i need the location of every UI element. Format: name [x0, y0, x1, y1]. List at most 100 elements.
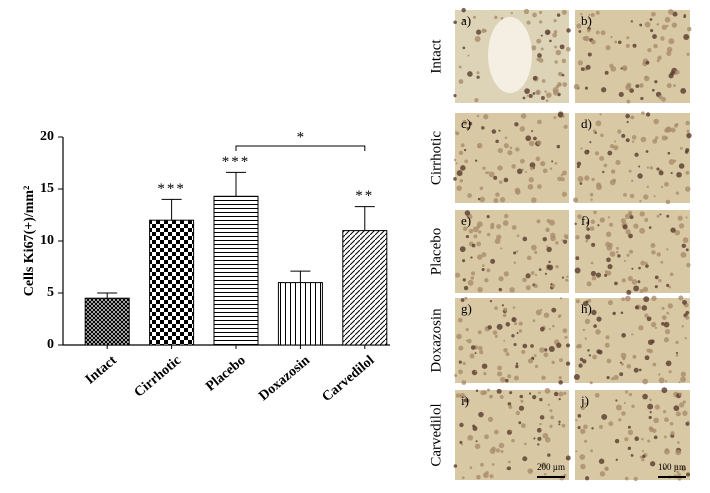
cell-nucleus [499, 197, 506, 203]
cell-nucleus [544, 29, 551, 36]
cell-nucleus [619, 361, 623, 364]
cell-nucleus [649, 166, 653, 170]
cell-nucleus [637, 173, 643, 179]
cell-nucleus [672, 11, 678, 17]
cell-nucleus [551, 360, 555, 365]
cell-nucleus [605, 335, 610, 340]
cell-nucleus [599, 471, 606, 477]
cell-nucleus [647, 403, 654, 410]
cell-nucleus [644, 218, 649, 222]
cell-nucleus [593, 324, 597, 328]
cell-nucleus [462, 259, 466, 263]
cell-nucleus [615, 458, 618, 461]
cell-nucleus [617, 254, 621, 258]
cell-nucleus [514, 122, 519, 127]
cell-nucleus [453, 464, 458, 468]
cell-nucleus [515, 410, 521, 416]
cell-nucleus [548, 260, 551, 264]
cell-nucleus [686, 26, 692, 32]
cell-nucleus [474, 36, 481, 42]
cell-nucleus [511, 316, 517, 323]
cell-nucleus [651, 88, 655, 92]
cell-nucleus [481, 28, 486, 33]
cell-nucleus [675, 351, 679, 355]
cell-nucleus [604, 342, 610, 348]
cell-nucleus [648, 426, 654, 431]
cell-nucleus [559, 44, 565, 50]
cell-nucleus [633, 285, 640, 292]
y-tick-label: 10 [40, 233, 54, 248]
cell-nucleus [591, 309, 597, 316]
cell-nucleus [667, 303, 673, 309]
cell-nucleus [601, 87, 607, 93]
cell-nucleus [459, 246, 466, 253]
cell-nucleus [495, 448, 500, 453]
cell-nucleus [462, 18, 466, 22]
cell-nucleus [536, 38, 542, 44]
cell-nucleus [645, 261, 648, 265]
cell-nucleus [505, 352, 510, 357]
cell-nucleus [656, 23, 660, 26]
cell-nucleus [481, 252, 487, 258]
cell-nucleus [545, 437, 551, 443]
bar [213, 195, 259, 346]
scale-bar-label: 100 µm [658, 462, 686, 472]
cell-nucleus [681, 466, 687, 472]
cell-nucleus [619, 372, 624, 377]
cell-nucleus [603, 163, 608, 168]
cell-nucleus [469, 466, 473, 470]
cell-nucleus [614, 140, 617, 143]
cell-nucleus [505, 378, 509, 383]
cell-nucleus [675, 449, 682, 456]
cell-nucleus [553, 30, 558, 34]
cell-nucleus [479, 350, 484, 355]
cell-nucleus [539, 10, 543, 15]
cell-nucleus [549, 39, 552, 43]
cell-nucleus [453, 158, 457, 162]
cell-nucleus [522, 343, 528, 349]
cell-nucleus [680, 87, 687, 94]
cell-nucleus [553, 19, 557, 23]
cell-nucleus [659, 213, 662, 216]
cell-nucleus [589, 381, 593, 385]
cell-nucleus [513, 375, 519, 381]
cell-nucleus [687, 420, 690, 423]
cell-nucleus [599, 424, 603, 429]
cell-nucleus [573, 83, 580, 90]
cell-nucleus [460, 143, 465, 148]
cell-nucleus [522, 277, 527, 283]
cell-nucleus [532, 92, 536, 95]
cell-nucleus [575, 418, 578, 422]
cell-nucleus [469, 353, 475, 359]
cell-nucleus [647, 48, 652, 53]
cell-nucleus [665, 126, 672, 133]
scale-bar-label: 200 µm [537, 462, 565, 472]
cell-nucleus [558, 398, 561, 401]
cell-nucleus [473, 234, 478, 239]
cell-nucleus [470, 276, 475, 280]
cell-nucleus [462, 46, 466, 50]
cell-nucleus [470, 256, 473, 259]
cell-nucleus [666, 214, 670, 218]
cell-nucleus [587, 150, 590, 153]
cell-nucleus [635, 84, 640, 89]
cell-nucleus [536, 219, 541, 224]
cell-nucleus [576, 23, 582, 29]
cell-nucleus [678, 223, 685, 229]
cell-nucleus [634, 305, 639, 310]
cell-nucleus [513, 322, 518, 326]
cell-nucleus [639, 23, 643, 27]
cell-nucleus [686, 52, 690, 56]
cell-nucleus [642, 393, 648, 400]
cell-nucleus [680, 371, 687, 377]
cell-nucleus [589, 192, 594, 197]
cell-nucleus [513, 342, 517, 347]
cell-nucleus [640, 260, 646, 266]
cell-nucleus [507, 150, 513, 156]
micrograph [455, 298, 569, 383]
cell-nucleus [549, 424, 553, 428]
cell-nucleus [686, 262, 691, 268]
cell-nucleus [490, 394, 493, 398]
cell-nucleus [580, 405, 586, 411]
cell-nucleus [623, 192, 627, 197]
